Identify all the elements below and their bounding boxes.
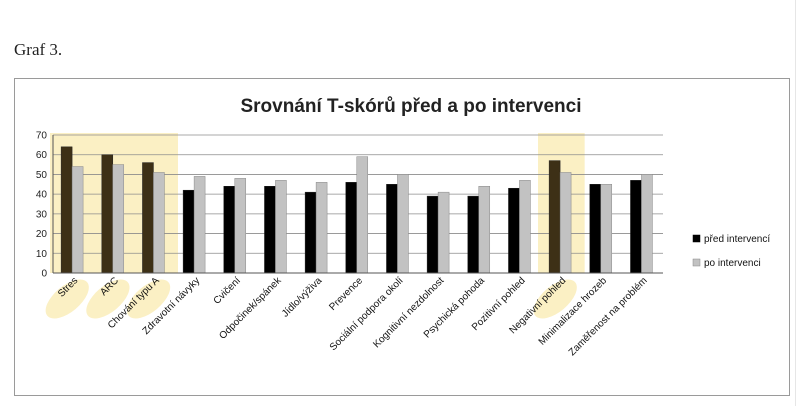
bar-pred-intervenci	[264, 186, 276, 274]
bar-pred-intervenci	[426, 195, 439, 274]
bar-po-intervenci	[600, 184, 613, 274]
bar-pred-intervenci	[304, 191, 317, 274]
bar-po-intervenci	[275, 180, 287, 274]
bar-pred-intervenci	[589, 184, 602, 274]
bar-po-intervenci	[153, 172, 165, 274]
figure-caption: Graf 3.	[14, 40, 63, 59]
bar-pred-intervenci	[630, 180, 642, 274]
legend: před intervencí po intervenci	[692, 234, 770, 269]
label-highlight	[533, 279, 577, 319]
bar-po-intervenci	[193, 176, 206, 274]
chart-title: Srovnání T-skórů před a po intervenci	[240, 96, 581, 117]
bar-po-intervenci	[234, 178, 247, 274]
bar-po-intervenci	[641, 174, 653, 274]
bar-pred-intervenci	[467, 195, 480, 274]
bar-pred-intervenci	[386, 184, 398, 274]
y-tick-label: 0	[41, 269, 47, 280]
bar-po-intervenci	[519, 180, 531, 274]
axes: 0 10 20 30 40 50 60 70	[36, 131, 663, 280]
x-category-label: Prevence	[327, 275, 365, 313]
bar-po-intervenci	[112, 164, 125, 274]
bar-pred-intervenci	[345, 182, 358, 274]
bar-pred-intervenci	[182, 189, 195, 274]
legend-label: po intervenci	[704, 258, 761, 269]
y-tick-label: 50	[36, 170, 48, 181]
y-tick-label: 60	[36, 150, 48, 161]
bar-po-intervenci	[437, 191, 450, 274]
chart-svg: Srovnání T-skórů před a po intervenci 0 1…	[36, 96, 770, 359]
chart-frame: Srovnání T-skórů před a po intervenci 0 1…	[14, 78, 790, 396]
page-edge-line	[795, 0, 796, 406]
bar-pred-intervenci	[101, 154, 114, 274]
bar-pred-intervenci	[508, 187, 520, 274]
bar-pred-intervenci	[60, 146, 73, 274]
bar-po-intervenci	[356, 156, 369, 274]
x-category-label: Zaměřenost na problém	[567, 275, 650, 358]
bar-po-intervenci	[315, 182, 328, 274]
x-category-label: Cvičení	[212, 275, 244, 307]
bar-po-intervenci	[71, 166, 84, 274]
bar-po-intervenci	[559, 172, 572, 274]
y-tick-label: 20	[36, 229, 48, 240]
x-category-label: Kognitivní nezdolnost	[371, 275, 446, 350]
bar-po-intervenci	[478, 186, 491, 274]
y-tick-label: 30	[36, 209, 48, 220]
y-tick-label: 40	[36, 190, 48, 201]
legend-label: před intervencí	[704, 234, 770, 245]
label-highlight	[45, 279, 89, 319]
legend-swatch	[692, 258, 701, 267]
bar-layer	[60, 146, 653, 274]
y-tick-label: 10	[36, 249, 48, 260]
x-category-label: Sociální podpora okolí	[328, 275, 406, 353]
x-category-label: Jídlo/výživa	[280, 275, 325, 320]
y-tick-label: 70	[36, 131, 48, 142]
bar-pred-intervenci	[142, 162, 154, 274]
label-highlight	[126, 279, 171, 319]
bar-pred-intervenci	[223, 186, 236, 274]
label-highlight	[86, 279, 130, 319]
bar-pred-intervenci	[548, 160, 561, 274]
bar-po-intervenci	[397, 174, 409, 274]
legend-swatch	[692, 234, 701, 243]
